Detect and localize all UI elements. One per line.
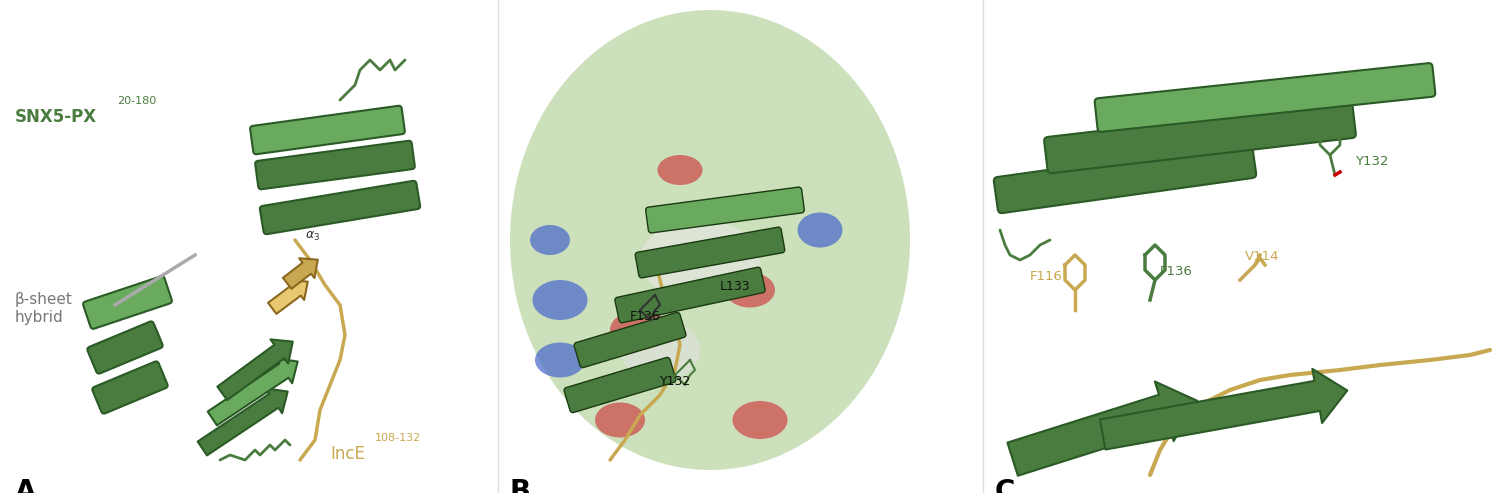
- Ellipse shape: [536, 343, 585, 378]
- Text: β-sheet: β-sheet: [15, 292, 74, 307]
- Text: F136: F136: [1160, 265, 1192, 278]
- FancyBboxPatch shape: [645, 187, 804, 233]
- Text: C: C: [994, 478, 1016, 493]
- FancyArrowPatch shape: [284, 258, 318, 289]
- Text: A: A: [15, 478, 36, 493]
- FancyArrowPatch shape: [217, 339, 292, 400]
- FancyBboxPatch shape: [994, 142, 1256, 213]
- Text: $\alpha_3$: $\alpha_3$: [304, 230, 320, 243]
- Text: L133: L133: [720, 280, 750, 293]
- FancyBboxPatch shape: [87, 321, 162, 374]
- Text: 20-180: 20-180: [117, 96, 156, 106]
- Ellipse shape: [724, 273, 776, 308]
- FancyArrowPatch shape: [1008, 382, 1197, 476]
- FancyArrowPatch shape: [1100, 369, 1347, 450]
- Text: Y132: Y132: [660, 375, 692, 388]
- FancyBboxPatch shape: [986, 0, 1500, 493]
- FancyArrowPatch shape: [268, 280, 308, 314]
- FancyBboxPatch shape: [93, 361, 168, 414]
- FancyBboxPatch shape: [260, 181, 420, 234]
- Ellipse shape: [510, 10, 910, 470]
- Ellipse shape: [732, 401, 788, 439]
- Text: 108-132: 108-132: [375, 433, 422, 443]
- Text: F116: F116: [1030, 270, 1063, 283]
- Ellipse shape: [798, 212, 843, 247]
- Text: Y132: Y132: [1354, 155, 1389, 168]
- Ellipse shape: [530, 225, 570, 255]
- Text: F136: F136: [630, 310, 660, 323]
- Text: V114: V114: [1245, 250, 1280, 263]
- Ellipse shape: [610, 310, 670, 350]
- FancyBboxPatch shape: [1095, 63, 1436, 132]
- Ellipse shape: [657, 155, 702, 185]
- FancyArrowPatch shape: [198, 388, 288, 456]
- FancyBboxPatch shape: [615, 267, 765, 323]
- Text: B: B: [510, 478, 531, 493]
- FancyBboxPatch shape: [251, 106, 405, 154]
- FancyBboxPatch shape: [634, 227, 784, 278]
- FancyBboxPatch shape: [500, 0, 986, 493]
- Text: IncE: IncE: [330, 445, 364, 463]
- FancyBboxPatch shape: [82, 276, 172, 329]
- FancyArrowPatch shape: [207, 358, 297, 425]
- Ellipse shape: [640, 220, 760, 300]
- Text: hybrid: hybrid: [15, 310, 63, 325]
- FancyBboxPatch shape: [574, 313, 686, 368]
- FancyBboxPatch shape: [1044, 102, 1356, 173]
- Text: SNX5-PX: SNX5-PX: [15, 108, 98, 126]
- Ellipse shape: [596, 402, 645, 437]
- FancyBboxPatch shape: [564, 357, 676, 413]
- FancyBboxPatch shape: [255, 141, 416, 189]
- Ellipse shape: [532, 280, 588, 320]
- Ellipse shape: [620, 320, 701, 380]
- FancyBboxPatch shape: [0, 0, 500, 493]
